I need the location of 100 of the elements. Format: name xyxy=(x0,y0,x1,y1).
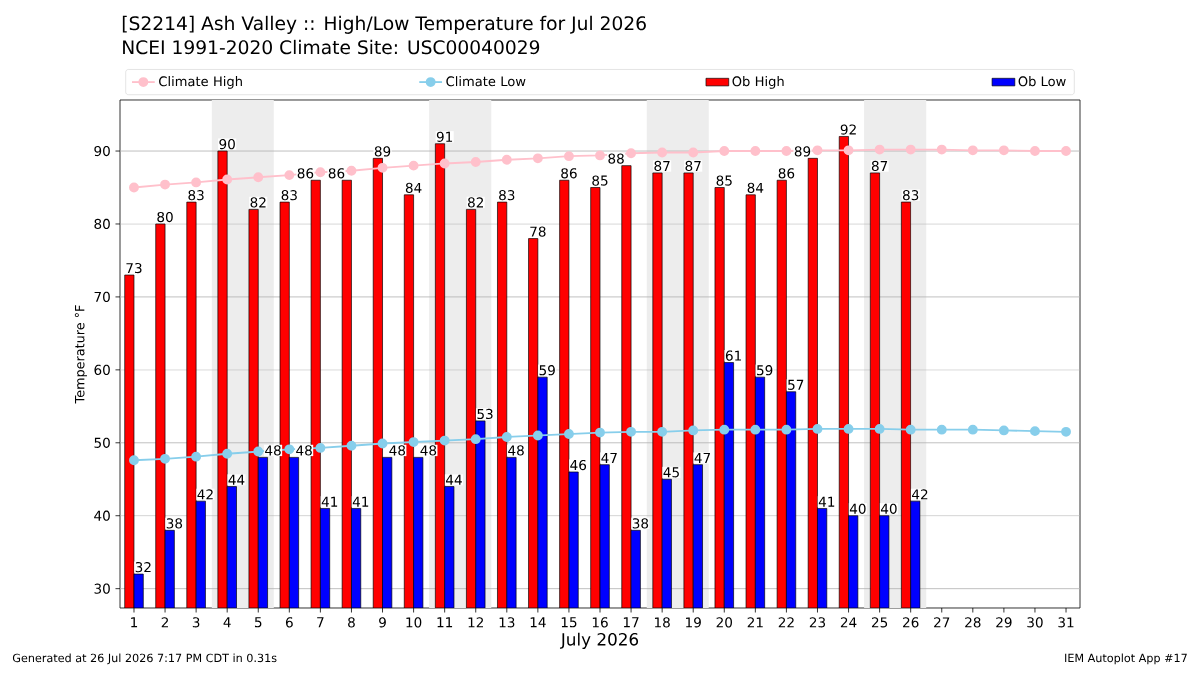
x-tick-label: 1 xyxy=(131,617,138,628)
text: IEM Autoplot App #17 xyxy=(1065,653,1187,665)
point xyxy=(160,179,170,190)
point xyxy=(501,154,512,165)
legend-label: Climate High xyxy=(159,76,242,89)
point xyxy=(532,153,543,164)
data-label: 53 xyxy=(477,408,493,420)
data-label: 84 xyxy=(747,182,764,193)
x-tick-label: 13 xyxy=(499,617,515,628)
point xyxy=(129,455,139,466)
data-label: 87 xyxy=(654,160,670,172)
data-label: 92 xyxy=(840,124,856,135)
point xyxy=(408,160,419,171)
point xyxy=(843,424,854,434)
y-tick-label: 90 xyxy=(94,145,110,157)
point xyxy=(874,144,885,155)
point xyxy=(501,432,512,442)
data-label: 82 xyxy=(250,197,266,208)
point xyxy=(626,148,637,159)
data-label: 45 xyxy=(663,467,679,478)
data-label: 87 xyxy=(871,160,888,172)
point xyxy=(688,425,699,436)
data-label: 83 xyxy=(188,190,204,201)
x-tick-label: 16 xyxy=(592,617,608,628)
data-label: 44 xyxy=(446,474,462,485)
point xyxy=(191,451,202,462)
x-tick-label: 26 xyxy=(903,617,919,628)
point xyxy=(905,424,916,435)
point xyxy=(1061,146,1071,156)
data-label: 89 xyxy=(794,146,811,157)
data-label: 48 xyxy=(296,445,312,456)
point xyxy=(315,442,326,453)
point xyxy=(532,430,543,441)
point xyxy=(439,435,450,446)
data-label: 86 xyxy=(561,168,577,179)
point xyxy=(781,146,792,156)
data-label: 42 xyxy=(197,489,213,500)
x-tick-label: 29 xyxy=(996,617,1012,628)
x-tick-label: 14 xyxy=(530,617,546,628)
x-tick-label: 5 xyxy=(254,617,262,628)
point xyxy=(222,448,233,459)
point xyxy=(408,437,419,448)
x-tick-label: 4 xyxy=(223,617,231,628)
point xyxy=(719,146,730,156)
data-label: 83 xyxy=(902,190,919,201)
data-label: 86 xyxy=(297,168,314,179)
x-tick-label: 25 xyxy=(871,617,888,628)
point xyxy=(843,145,854,156)
x-tick-label: 27 xyxy=(934,617,950,628)
text: Generated at 26 Jul 2026 7:17 PM CDT in 0.31s xyxy=(12,653,277,665)
x-tick-label: 3 xyxy=(192,617,200,628)
data-label: 88 xyxy=(608,153,624,164)
point xyxy=(998,425,1009,436)
data-label: 59 xyxy=(539,365,555,376)
point xyxy=(905,144,916,155)
point xyxy=(564,429,574,439)
y-axis-title: Temperature °F xyxy=(74,305,87,404)
point xyxy=(253,172,264,183)
x-tick-label: 6 xyxy=(285,617,293,628)
data-label: 90 xyxy=(219,138,235,150)
data-label: 85 xyxy=(716,175,732,186)
y-tick-label: 70 xyxy=(94,291,110,303)
x-tick-label: 20 xyxy=(716,617,733,628)
data-label: 48 xyxy=(420,445,437,456)
point xyxy=(998,145,1009,156)
legend-label: Ob Low xyxy=(1018,76,1066,87)
data-label: 48 xyxy=(389,445,406,456)
x-tick-label: 21 xyxy=(747,617,763,628)
point xyxy=(967,424,978,435)
x-tick-label: 2 xyxy=(161,617,168,628)
data-label: 84 xyxy=(405,182,422,193)
y-tick-label: 50 xyxy=(94,437,110,448)
point xyxy=(750,424,761,435)
data-label: 38 xyxy=(632,518,649,529)
data-label: 59 xyxy=(757,365,773,376)
data-label: 87 xyxy=(685,160,701,172)
x-tick-label: 28 xyxy=(965,617,981,628)
data-label: 61 xyxy=(725,350,741,361)
data-label: 86 xyxy=(328,168,345,179)
point xyxy=(936,424,947,435)
point xyxy=(1030,146,1040,156)
data-label: 73 xyxy=(126,262,142,274)
chart-subtitle: NCEI 1991-2020 Climate Site: USC00040029 xyxy=(123,39,540,55)
y-tick-label: 60 xyxy=(94,364,110,375)
point xyxy=(595,150,605,161)
point xyxy=(781,424,792,435)
point xyxy=(129,182,139,193)
data-label: 91 xyxy=(436,131,453,142)
data-label: 40 xyxy=(849,503,866,514)
x-tick-label: 11 xyxy=(437,617,453,628)
data-label: 82 xyxy=(468,197,484,208)
point xyxy=(253,446,264,457)
y-tick-label: 40 xyxy=(94,510,110,521)
data-label: 80 xyxy=(157,211,173,223)
x-tick-label: 19 xyxy=(686,617,701,628)
data-label: 83 xyxy=(499,190,515,201)
point xyxy=(315,167,326,178)
point xyxy=(657,426,668,437)
point xyxy=(346,440,357,451)
data-label: 44 xyxy=(228,474,245,485)
